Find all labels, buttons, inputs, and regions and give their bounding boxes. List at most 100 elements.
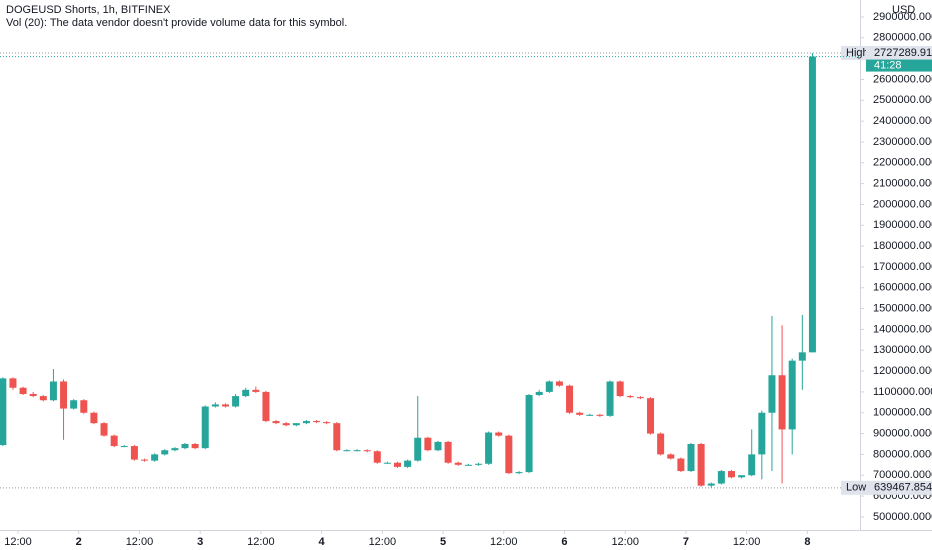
candle-body [434,441,442,451]
candle-body [181,443,189,449]
candle-body [49,381,57,401]
candle-body [232,396,240,407]
candle-body [566,385,574,413]
candle-body [596,414,604,416]
candle-body [717,471,725,484]
chart-subtitle: Vol (20): The data vendor doesn't provid… [6,17,347,29]
candle-body [798,352,806,361]
candle-body [141,459,149,461]
candle-body [404,460,412,467]
y-tick-label: 1700000.0000 [873,261,932,273]
y-tick-label: 1200000.0000 [873,365,932,377]
candle-body [130,446,138,460]
candle-body [677,458,685,472]
x-tick-label: 2 [76,536,82,548]
candle-body [333,423,341,451]
candle-body [768,375,776,413]
x-tick-label: 4 [319,536,326,548]
y-tick-label: 1300000.0000 [873,344,932,356]
candle-body [100,423,108,436]
y-tick-label: 2800000.0000 [873,32,932,44]
candle-body [383,462,391,464]
candle-body [485,432,493,464]
candle-body [758,412,766,455]
y-tick-label: 1400000.0000 [873,323,932,335]
candle-body [323,422,331,424]
y-tick-label: 1500000.0000 [873,303,932,315]
candle-body [738,475,746,478]
y-tick-label: 2300000.0000 [873,136,932,148]
marker-label-box [841,480,866,495]
marker-value: 639467.8546 [874,482,932,494]
candle-body [535,391,543,396]
candle-body [39,396,47,401]
marker-value-box [866,480,932,495]
marker-label: Low [846,482,866,494]
candle-body [555,381,563,386]
candle-body [221,404,229,407]
x-tick-label: 12:00 [733,536,761,548]
x-tick-label: 12:00 [611,536,639,548]
candle-body [343,450,351,452]
candle-body [19,387,27,394]
candle-body [525,395,533,473]
x-tick-label: 3 [197,536,203,548]
candle-body [626,396,634,398]
candle-body [515,472,523,474]
x-tick-label: 12:00 [4,536,32,548]
marker-value-box [866,45,932,60]
candle-body [70,400,78,409]
candle-body [454,462,462,465]
x-tick-label: 8 [804,536,810,548]
candle-body [282,423,290,426]
y-tick-label: 2500000.0000 [873,94,932,106]
candle-body [120,446,128,448]
candle-body [576,412,584,415]
y-tick-label: 1600000.0000 [873,282,932,294]
candle-body [29,393,37,397]
candle-body [272,421,280,424]
candle-body [373,451,381,463]
y-tick-label: 2000000.0000 [873,198,932,210]
y-tick-label: 2600000.0000 [873,73,932,85]
y-tick-label: 1000000.0000 [873,407,932,419]
x-tick-label: 5 [440,536,446,548]
candle-body [707,483,715,486]
candle-body [616,381,624,397]
candle-body [414,437,422,461]
y-tick-label: 1800000.0000 [873,240,932,252]
candle-body [90,412,98,424]
candle-body [60,381,68,409]
candle-body [606,381,614,416]
y-tick-label: 1100000.0000 [873,386,932,398]
candle-body [748,454,756,476]
candle-body [788,360,796,430]
candle-body [353,450,361,452]
candle-body [545,381,553,392]
candle-body [586,414,594,416]
candle-body [252,389,260,392]
candle-body [495,432,503,436]
candle-body [0,378,7,446]
y-tick-label: 1900000.0000 [873,219,932,231]
countdown: 41:28 [874,59,902,71]
candle-body [262,391,270,422]
candle-body [778,375,786,430]
marker-label: High [846,47,869,59]
chart-title: DOGEUSD Shorts, 1h, BITFINEX [6,4,171,16]
y-tick-label: 500000.0000 [873,511,932,523]
y-tick-label: 2900000.0000 [873,11,932,23]
candle-body [444,441,452,463]
marker-label-box [841,45,866,60]
candle-body [363,450,371,452]
candle-body [474,463,482,465]
candle-body [394,462,402,467]
candle-body [667,454,675,459]
y-tick-label: 2400000.0000 [873,115,932,127]
x-tick-label: 6 [561,536,567,548]
candle-body [505,435,513,474]
candle-body [302,421,310,424]
candle-body [9,378,17,388]
